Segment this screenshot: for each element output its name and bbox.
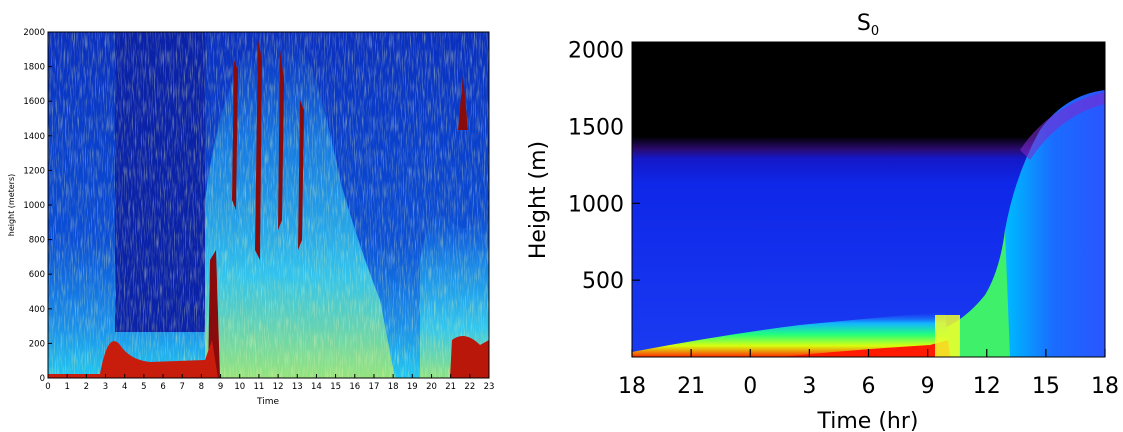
ytick-label-right: 2000 <box>568 39 624 64</box>
heatmap-right-afternoon-top <box>1020 92 1105 160</box>
ytick-label-left: 1000 <box>23 201 45 211</box>
xtick-label-left: 8 <box>199 382 204 392</box>
xtick-label-left: 4 <box>122 382 127 392</box>
xtick-label-left: 7 <box>180 382 185 392</box>
ytick-label-left: 800 <box>29 236 45 246</box>
xtick-label-right: 6 <box>862 374 876 399</box>
title-right: S0 <box>857 11 879 39</box>
xtick-label-left: 23 <box>484 382 495 392</box>
title-right-main: S <box>857 11 871 36</box>
xtick-label-left: 17 <box>369 382 380 392</box>
ytick-label-left: 1400 <box>23 132 45 142</box>
xtick-label-right: 15 <box>1032 374 1060 399</box>
xtick-label-left: 9 <box>218 382 223 392</box>
xtick-label-right: 18 <box>618 374 646 399</box>
heatmap-right-surface-red <box>780 340 950 357</box>
xtick-label-right: 0 <box>743 374 757 399</box>
ylabel-left: height (meters) <box>7 174 16 237</box>
xtick-label-left: 13 <box>292 382 303 392</box>
xtick-label-left: 3 <box>103 382 108 392</box>
xtick-label-right: 18 <box>1091 374 1119 399</box>
ytick-label-left: 1800 <box>23 63 45 73</box>
ytick-label-right: 1000 <box>568 192 624 217</box>
ylabel-right: Height (m) <box>526 141 551 259</box>
heatmap-right <box>632 42 1105 357</box>
xtick-label-left: 0 <box>45 382 50 392</box>
xtick-label-right: 21 <box>677 374 705 399</box>
xtick-label-left: 10 <box>234 382 245 392</box>
xlabel-right: Time (hr) <box>817 409 919 432</box>
xtick-label-left: 21 <box>445 382 456 392</box>
xtick-label-left: 6 <box>160 382 165 392</box>
xtick-label-left: 20 <box>426 382 437 392</box>
xtick-label-left: 16 <box>349 382 360 392</box>
xtick-label-left: 14 <box>311 382 322 392</box>
ytick-label-left: 1200 <box>23 166 45 176</box>
ytick-label-right: 1500 <box>568 116 624 141</box>
ytick-label-left: 1600 <box>23 97 45 107</box>
axis-left-ticks: 0 1 2 3 4 5 6 7 8 9 10 11 12 13 14 15 16 17 18 19 20 21 22 2302… <box>23 28 494 392</box>
xtick-label-left: 18 <box>388 382 399 392</box>
ytick-label-right: 500 <box>582 269 624 294</box>
ytick-label-left: 200 <box>29 339 45 349</box>
heatmap-right-afternoon-layer <box>990 90 1105 357</box>
chart-left: 0 1 2 3 4 5 6 7 8 9 10 11 12 13 14 15 16 17 18 19 20 21 22 2302… <box>7 28 494 407</box>
heatmap-right-surface-layer <box>632 312 950 357</box>
xtick-label-left: 22 <box>464 382 475 392</box>
xtick-label-right: 12 <box>973 374 1001 399</box>
xtick-label-left: 15 <box>330 382 341 392</box>
title-right-subscript: 0 <box>871 24 879 39</box>
heatmap-left-evening-surface-layer <box>450 336 489 378</box>
xtick-label-left: 19 <box>407 382 418 392</box>
heatmap-left-noise <box>48 32 489 378</box>
axis-right-ticks: 18 21 0 3 6 9 12 15 18 500 1000 1500 2000 <box>568 39 1119 399</box>
heatmap-right-yellow-band <box>935 315 960 357</box>
xtick-label-right: 3 <box>802 374 816 399</box>
xtick-label-left: 1 <box>64 382 69 392</box>
xtick-label-right: 9 <box>921 374 935 399</box>
ytick-label-left: 2000 <box>23 28 45 38</box>
ytick-label-left: 0 <box>40 374 45 384</box>
heatmap-left-night-surface-layer <box>48 340 218 378</box>
xtick-label-left: 2 <box>84 382 89 392</box>
ytick-label-left: 400 <box>29 305 45 315</box>
xtick-label-left: 11 <box>253 382 264 392</box>
xtick-label-left: 5 <box>141 382 146 392</box>
ytick-label-left: 600 <box>29 270 45 280</box>
xtick-label-left: 12 <box>273 382 284 392</box>
heatmap-left <box>48 32 489 378</box>
xlabel-left: Time <box>256 397 279 407</box>
